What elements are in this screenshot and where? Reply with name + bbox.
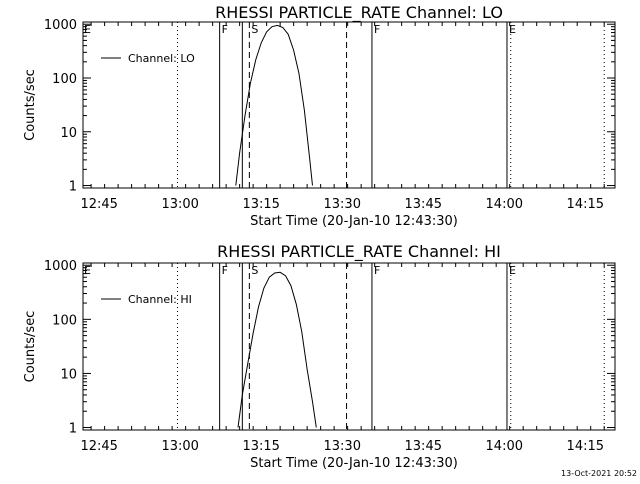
footer-timestamp: 13-Oct-2021 20:52 — [561, 469, 637, 478]
y-axis-label: Counts/sec — [23, 311, 38, 383]
marker-label-left: E — [84, 264, 91, 277]
marker-label: F — [374, 264, 380, 277]
marker-label: F — [222, 264, 228, 277]
y-tick-label: 10 — [60, 126, 77, 141]
marker-label: F — [374, 23, 380, 36]
x-tick-label: 13:15 — [242, 439, 279, 454]
x-tick-label: 13:15 — [242, 197, 279, 212]
marker-label: F — [222, 23, 228, 36]
marker-label: E — [509, 23, 516, 36]
x-tick-label: 14:00 — [486, 439, 523, 454]
x-tick-label: 13:00 — [161, 439, 198, 454]
y-axis-label: Counts/sec — [23, 69, 38, 141]
x-tick-label: 13:45 — [405, 439, 442, 454]
legend-label: Channel: LO — [128, 52, 195, 65]
y-tick-label: 1 — [69, 180, 77, 195]
y-tick-label: 1000 — [44, 259, 77, 274]
x-tick-label: 12:45 — [80, 197, 117, 212]
x-tick-label: 14:15 — [567, 197, 604, 212]
x-tick-label: 13:45 — [405, 197, 442, 212]
y-tick-label: 100 — [52, 313, 77, 328]
marker-label: S — [251, 23, 258, 36]
x-tick-label: 13:00 — [161, 197, 198, 212]
plot-frame — [82, 21, 616, 189]
x-tick-label: 13:30 — [324, 439, 361, 454]
x-tick-label: 14:15 — [567, 439, 604, 454]
x-axis-label: Start Time (20-Jan-10 12:43:30) — [250, 214, 458, 229]
y-tick-label: 10 — [60, 367, 77, 382]
y-tick-label: 100 — [52, 72, 77, 87]
y-tick-label: 1000 — [44, 18, 77, 33]
series-line — [235, 24, 313, 186]
series-line — [237, 271, 317, 428]
panel-lo: RHESSI PARTICLE_RATE Channel: LO 12:45 13:… — [23, 3, 616, 229]
x-tick-label: 14:00 — [486, 197, 523, 212]
x-tick-label: 13:30 — [324, 197, 361, 212]
x-axis-label: Start Time (20-Jan-10 12:43:30) — [250, 456, 458, 471]
panel-hi: RHESSI PARTICLE_RATE Channel: HI 12:45 13:… — [23, 242, 616, 471]
plot-frame — [82, 262, 616, 431]
chart-title: RHESSI PARTICLE_RATE Channel: HI — [217, 242, 501, 262]
marker-label: S — [251, 264, 258, 277]
marker-label-left: E — [84, 23, 91, 36]
legend-label: Channel: HI — [128, 293, 192, 306]
x-tick-label: 12:45 — [80, 439, 117, 454]
y-tick-label: 1 — [69, 422, 77, 437]
marker-label: E — [509, 264, 516, 277]
chart-title: RHESSI PARTICLE_RATE Channel: LO — [215, 3, 503, 23]
